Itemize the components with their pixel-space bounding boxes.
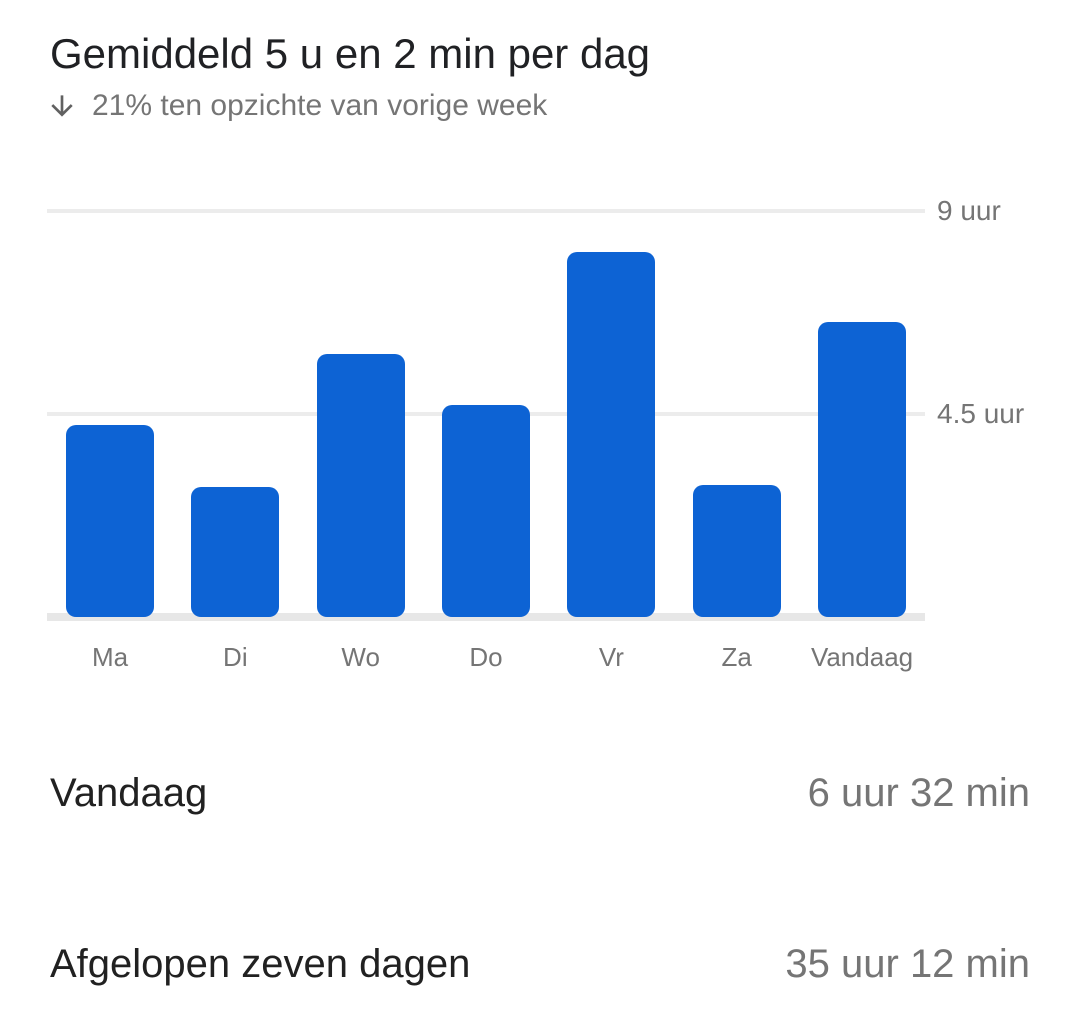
stat-label-seven-days: Afgelopen zeven dagen [50,942,471,986]
trend-text: 21% ten opzichte van vorige week [92,89,548,122]
bar-wo[interactable] [316,354,405,617]
trend-row: 21% ten opzichte van vorige week [46,88,547,124]
stat-value-today: 6 uur 32 min [807,771,1030,815]
chart-plot [47,209,925,621]
arrow-downward-icon [46,90,78,122]
x-axis-label-vandaag: Vandaag [810,642,914,672]
x-axis-label-wo: Wo [341,642,380,672]
chart-baseline [47,613,925,621]
stat-row-seven-days[interactable]: Afgelopen zeven dagen 35 uur 12 min [50,939,1030,989]
gridline-9 [47,209,925,213]
y-axis-tick-9: 9 uur [937,195,1001,226]
x-axis-label-di: Di [223,642,248,672]
stat-label-today: Vandaag [50,771,208,815]
x-axis-label-vr: Vr [598,642,624,672]
x-axis-label-ma: Ma [91,642,129,672]
bar-ma[interactable] [66,425,154,617]
x-axis-label-za: Za [721,642,752,672]
bar-vr[interactable] [567,251,656,617]
y-axis-tick-4.5: 4.5 uur [937,398,1025,429]
bar-do[interactable] [442,404,531,617]
x-axis-label-do: Do [469,642,503,672]
page-title: Gemiddeld 5 u en 2 min per dag [50,30,651,77]
usage-bar-chart: 9 uur 4.5 uur Ma Di Wo Do Vr Za Vandaag [47,195,1033,681]
bar-vandaag[interactable] [818,322,907,617]
bar-za[interactable] [692,485,781,617]
bar-di[interactable] [191,487,280,617]
stat-row-today[interactable]: Vandaag 6 uur 32 min [50,768,1030,818]
stat-value-seven-days: 35 uur 12 min [785,942,1030,986]
